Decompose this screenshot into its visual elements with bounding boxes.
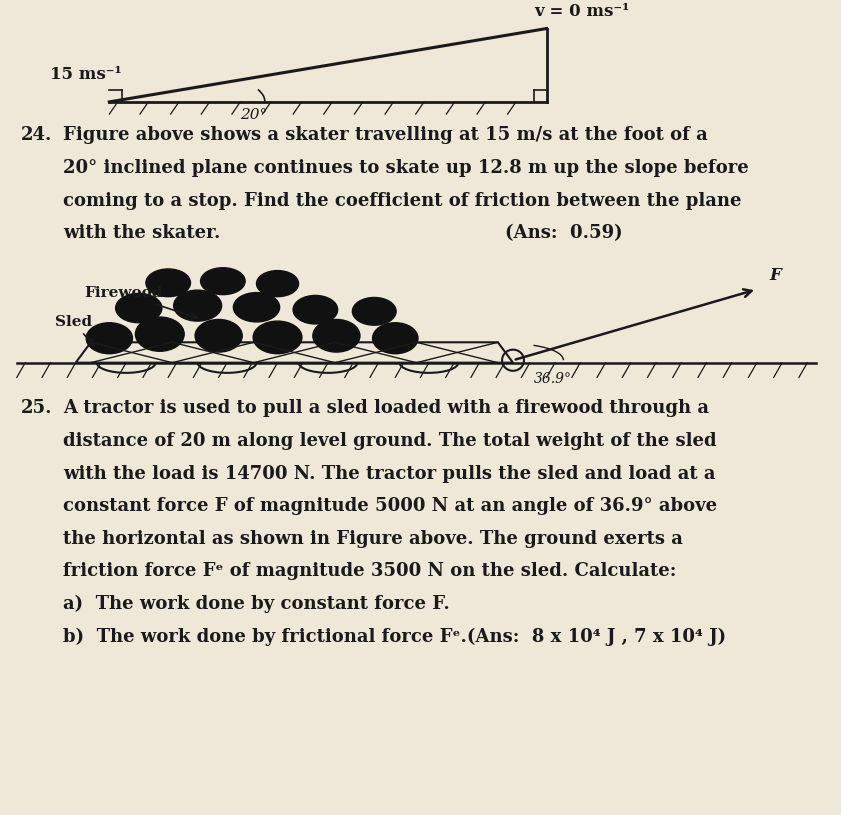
Text: F: F [770, 267, 781, 284]
Text: with the load is 14700 N. The tractor pulls the sled and load at a: with the load is 14700 N. The tractor pu… [63, 465, 716, 482]
Text: coming to a stop. Find the coefficient of friction between the plane: coming to a stop. Find the coefficient o… [63, 192, 742, 209]
Ellipse shape [293, 295, 337, 324]
Text: the horizontal as shown in Figure above. The ground exerts a: the horizontal as shown in Figure above.… [63, 530, 683, 548]
Text: friction force Fᵉ of magnitude 3500 N on the sled. Calculate:: friction force Fᵉ of magnitude 3500 N on… [63, 562, 676, 580]
Ellipse shape [200, 267, 246, 294]
Text: 25.: 25. [21, 399, 52, 417]
Ellipse shape [86, 323, 133, 354]
Ellipse shape [146, 269, 190, 297]
Ellipse shape [313, 319, 360, 352]
Text: Figure above shows a skater travelling at 15 m/s at the foot of a: Figure above shows a skater travelling a… [63, 126, 708, 144]
Text: 20° inclined plane continues to skate up 12.8 m up the slope before: 20° inclined plane continues to skate up… [63, 159, 748, 177]
Text: (Ans:  0.59): (Ans: 0.59) [505, 224, 622, 242]
Ellipse shape [257, 271, 299, 297]
Text: 24.: 24. [21, 126, 52, 144]
Text: A tractor is used to pull a sled loaded with a firewood through a: A tractor is used to pull a sled loaded … [63, 399, 709, 417]
Text: 20°: 20° [240, 108, 267, 121]
Ellipse shape [116, 293, 161, 323]
Text: Firewood: Firewood [84, 287, 198, 319]
Ellipse shape [253, 321, 302, 354]
Text: with the skater.: with the skater. [63, 224, 220, 242]
Text: a)  The work done by constant force F.: a) The work done by constant force F. [63, 595, 450, 613]
Text: 36.9°: 36.9° [534, 372, 572, 386]
Text: Sled: Sled [55, 315, 93, 346]
Text: b)  The work done by frictional force Fᵉ.(Ans:  8 x 10⁴ J , 7 x 10⁴ J): b) The work done by frictional force Fᵉ.… [63, 628, 726, 645]
Ellipse shape [135, 317, 184, 351]
Text: v = 0 ms⁻¹: v = 0 ms⁻¹ [534, 3, 629, 20]
Ellipse shape [373, 323, 418, 354]
Text: constant force F of magnitude 5000 N at an angle of 36.9° above: constant force F of magnitude 5000 N at … [63, 497, 717, 515]
Ellipse shape [173, 290, 221, 321]
Text: 15 ms⁻¹: 15 ms⁻¹ [50, 67, 122, 83]
Ellipse shape [233, 293, 279, 322]
Text: distance of 20 m along level ground. The total weight of the sled: distance of 20 m along level ground. The… [63, 432, 717, 450]
Ellipse shape [195, 319, 242, 352]
Ellipse shape [352, 297, 396, 325]
